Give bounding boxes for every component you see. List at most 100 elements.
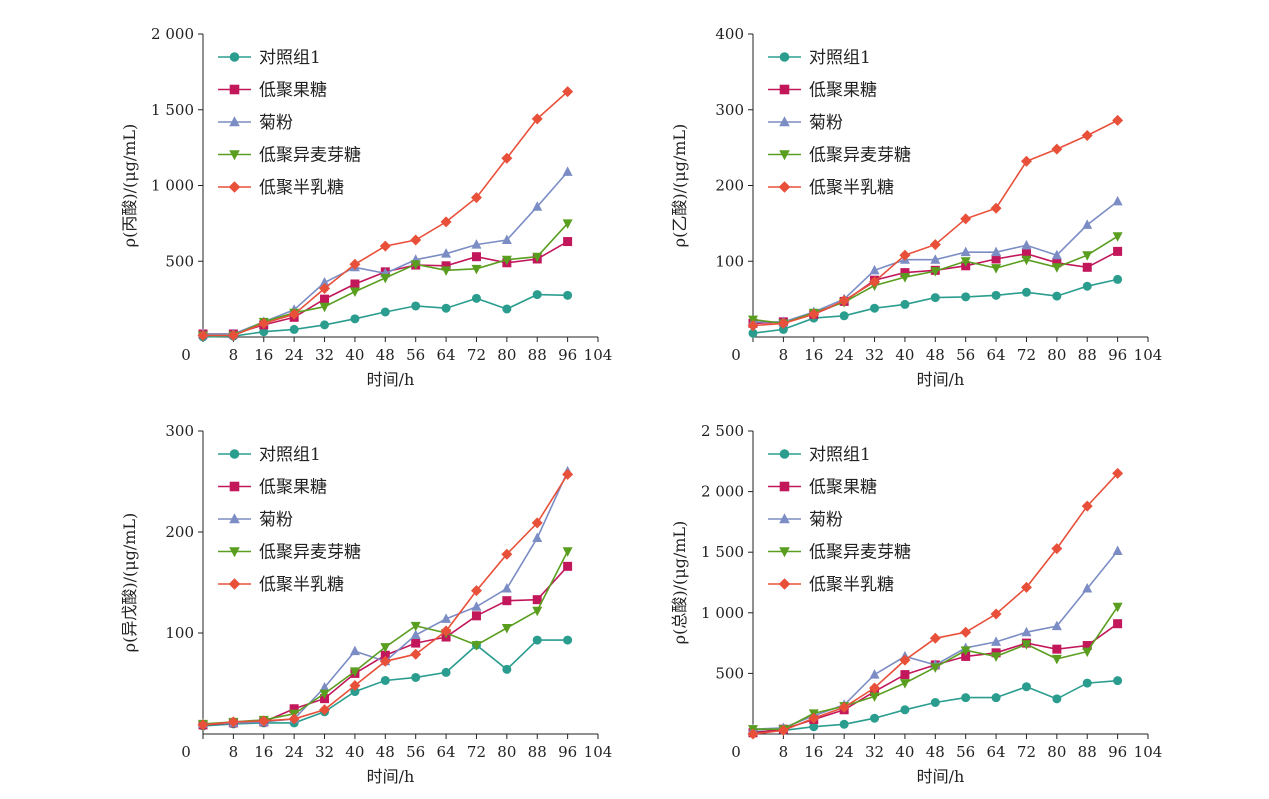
data-point [349, 258, 361, 270]
data-point [930, 697, 940, 707]
data-point [1082, 678, 1092, 688]
data-point [1082, 583, 1093, 593]
data-point [869, 669, 880, 679]
data-point [501, 255, 512, 266]
data-point [1051, 543, 1063, 555]
data-point [1112, 232, 1123, 242]
legend-marker [779, 513, 790, 524]
chart-panel-1: 0 8 16 24 32 40 48 56 64 72 80 88 96 104 500 1 000 1 500… [120, 25, 612, 389]
data-point [319, 302, 330, 313]
data-point [808, 308, 820, 320]
data-point [1021, 626, 1032, 637]
x-tick-label: 16 [804, 346, 823, 364]
data-point [1051, 620, 1062, 631]
legend-marker [779, 449, 790, 459]
data-point [1113, 676, 1123, 686]
data-point [929, 632, 941, 644]
data-point [380, 675, 390, 685]
legend-label: 菊粉 [259, 113, 293, 133]
data-point [531, 517, 543, 529]
data-point [1113, 619, 1123, 629]
data-point [899, 249, 911, 261]
data-point [991, 652, 1002, 662]
x-axis-label: 时间/h [917, 767, 965, 786]
chart-panel-3: 0 8 16 24 32 40 48 56 64 72 80 88 96 104 100 200 300 时间/h… [120, 422, 612, 786]
legend-marker [229, 84, 240, 95]
y-tick-label: 500 [715, 664, 744, 682]
data-point [379, 655, 391, 667]
data-point [470, 192, 482, 204]
y-axis-label: ρ(总酸)/(μg/mL) [670, 521, 689, 645]
data-point [1020, 155, 1032, 167]
x-tick-label: 88 [528, 346, 547, 364]
data-point [441, 303, 451, 313]
data-point [961, 651, 971, 661]
data-point [288, 713, 300, 725]
series-line [203, 91, 569, 337]
data-point [289, 324, 299, 334]
legend-label: 菊粉 [809, 113, 843, 133]
x-axis-label: 时间/h [367, 370, 415, 389]
legend-marker [779, 150, 790, 161]
legend-label: 对照组1 [259, 445, 321, 465]
data-point [1021, 682, 1031, 692]
y-tick-label: 400 [715, 25, 744, 43]
data-point [410, 234, 422, 246]
data-point [379, 240, 391, 252]
data-point [1112, 114, 1124, 126]
x-tick-label: 104 [584, 346, 613, 364]
data-point [501, 152, 513, 164]
x-tick-label: 40 [895, 346, 914, 364]
x-tick-label: 96 [1108, 346, 1127, 364]
series-5 [197, 86, 574, 341]
data-point [1113, 246, 1123, 256]
x-tick-label: 72 [467, 346, 486, 364]
y-tick-label: 1 500 [151, 101, 194, 119]
data-point [289, 704, 299, 714]
x-tick-label: 56 [406, 743, 425, 761]
x-tick-label: 40 [345, 743, 364, 761]
data-point [532, 252, 543, 263]
data-point [991, 264, 1002, 274]
data-point [197, 329, 209, 341]
x-tick-label: 80 [1047, 346, 1066, 364]
x-tick-label: 64 [987, 346, 1006, 364]
data-point [1081, 500, 1093, 512]
x-tick-label: 80 [497, 743, 516, 761]
axis-origin-label: 0 [731, 346, 741, 364]
legend-marker [778, 578, 791, 590]
legend-label: 低聚果糖 [809, 81, 877, 101]
data-point [930, 663, 941, 673]
legend-marker [229, 150, 240, 161]
data-point [1021, 249, 1031, 259]
x-tick-label: 24 [285, 346, 304, 364]
data-point [991, 246, 1002, 257]
data-point [411, 301, 421, 311]
legend-marker [229, 116, 240, 127]
legend-label: 对照组1 [259, 48, 321, 68]
x-tick-label: 32 [865, 346, 884, 364]
legend-label: 低聚果糖 [259, 81, 327, 101]
data-point [991, 254, 1001, 264]
data-point [1112, 602, 1123, 613]
data-point [869, 276, 881, 288]
data-point [410, 260, 421, 270]
y-tick-label: 100 [715, 252, 744, 270]
data-point [991, 636, 1002, 646]
data-point [777, 317, 789, 329]
data-point [562, 547, 573, 557]
data-point [532, 606, 543, 617]
data-point [869, 264, 880, 275]
x-tick-label: 88 [1078, 743, 1097, 761]
series-line [752, 278, 1118, 334]
data-point [531, 113, 543, 125]
series-4 [198, 219, 573, 341]
legend-marker [779, 481, 790, 492]
data-point [748, 328, 758, 338]
data-point [808, 712, 820, 724]
data-point [501, 623, 512, 634]
data-point [563, 561, 573, 571]
data-point [1051, 249, 1062, 260]
